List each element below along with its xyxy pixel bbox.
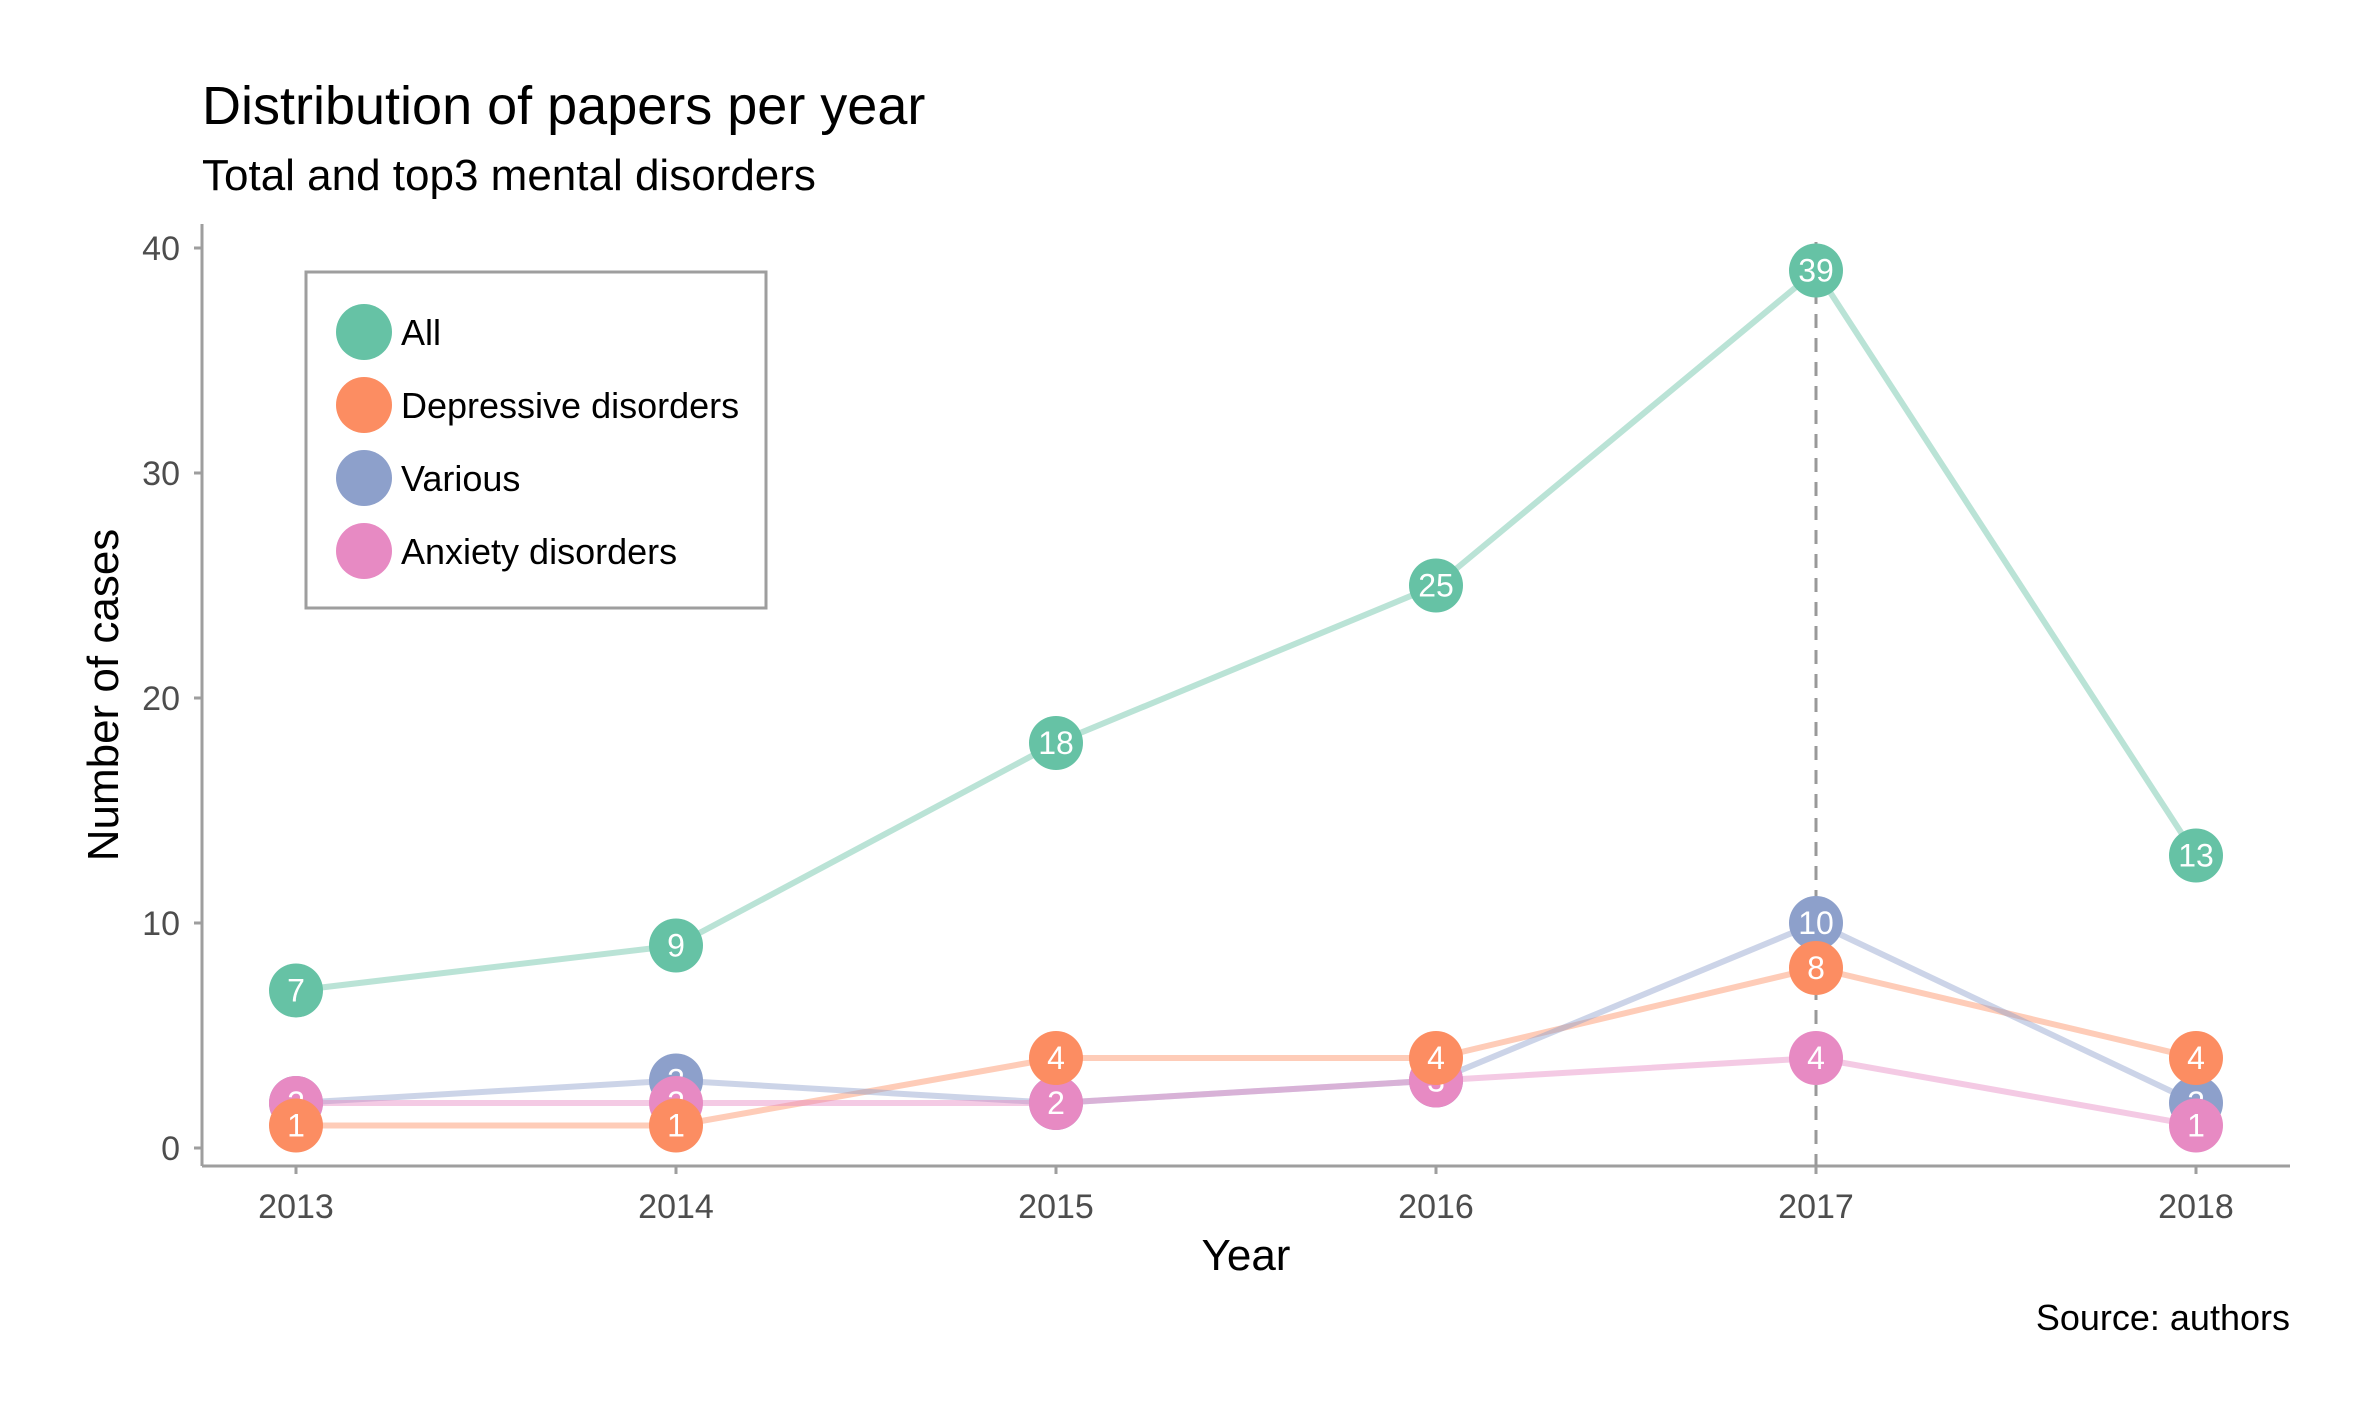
y-tick-label: 30 [142, 455, 180, 493]
x-tick-label: 2015 [1018, 1188, 1094, 1226]
series-lines [295, 267, 2199, 1129]
point-label-anxiety-disorders: 1 [2187, 1108, 2205, 1144]
legend-label-anxiety-disorders: Anxiety disorders [401, 531, 677, 572]
x-tick-label: 2017 [1778, 1188, 1854, 1226]
x-axis-title: Year [1202, 1231, 1291, 1280]
legend-marker-anxiety-disorders [336, 523, 392, 579]
point-label-depressive-disorders: 8 [1807, 950, 1825, 986]
point-all [1029, 716, 1083, 770]
point-depressive-disorders [269, 1098, 323, 1153]
axes: 0 10 20 30 40 2013 2014 2015 2016 2017 2018 [142, 224, 2290, 1226]
point-all [1409, 558, 1463, 613]
series-line-depressive-disorders [296, 965, 2197, 1129]
point-label-all: 18 [1038, 725, 1074, 761]
point-label-all: 39 [1798, 253, 1834, 289]
point-anxiety-disorders [2169, 1098, 2223, 1153]
x-tick-label: 2013 [258, 1188, 334, 1226]
y-tick-label: 10 [142, 905, 180, 943]
point-all [269, 963, 323, 1018]
point-anxiety-disorders [1789, 1031, 1843, 1085]
x-tick-label: 2018 [2158, 1188, 2234, 1226]
x-tick-label: 2016 [1398, 1188, 1474, 1226]
point-label-various: 10 [1798, 905, 1834, 941]
point-label-anxiety-disorders: 2 [1047, 1085, 1065, 1121]
point-all [2169, 828, 2223, 883]
point-all [649, 918, 703, 973]
point-label-depressive-disorders: 1 [667, 1108, 685, 1144]
point-depressive-disorders [1409, 1031, 1463, 1085]
legend-marker-all [336, 304, 392, 360]
point-depressive-disorders [2169, 1031, 2223, 1085]
point-all [1789, 243, 1843, 298]
point-label-all: 25 [1418, 568, 1454, 604]
point-label-all: 7 [287, 973, 305, 1009]
series-line-anxiety-disorders [296, 1055, 2197, 1129]
point-depressive-disorders [649, 1098, 703, 1153]
point-anxiety-disorders [1029, 1076, 1083, 1130]
chart-caption: Source: authors [2036, 1297, 2290, 1338]
point-label-all: 13 [2178, 838, 2214, 874]
chart-title: Distribution of papers per year [202, 76, 925, 136]
legend-marker-depressive-disorders [336, 377, 392, 433]
point-label-all: 9 [667, 928, 685, 964]
y-tick-label: 0 [161, 1130, 180, 1168]
point-label-anxiety-disorders: 4 [1807, 1040, 1825, 1076]
point-label-depressive-disorders: 4 [2187, 1040, 2205, 1076]
series-line-all [295, 267, 2199, 994]
series-points: 23231022223411144847918253913 [269, 243, 2223, 1153]
point-label-depressive-disorders: 4 [1427, 1040, 1445, 1076]
chart-subtitle: Total and top3 mental disorders [202, 151, 816, 200]
legend-label-all: All [401, 312, 441, 353]
point-various [1789, 896, 1843, 950]
point-depressive-disorders [1789, 941, 1843, 995]
legend-label-various: Various [401, 458, 520, 499]
legend: All Depressive disorders Various Anxiety di… [304, 270, 768, 610]
legend-label-depressive-disorders: Depressive disorders [401, 385, 739, 426]
y-tick-label: 40 [142, 230, 180, 268]
legend-marker-various [336, 450, 392, 506]
series-line-various [295, 920, 2198, 1106]
point-label-depressive-disorders: 4 [1047, 1040, 1065, 1076]
x-tick-label: 2014 [638, 1188, 714, 1226]
y-axis-title: Number of cases [79, 529, 128, 862]
y-tick-label: 20 [142, 680, 180, 718]
point-depressive-disorders [1029, 1031, 1083, 1085]
point-label-depressive-disorders: 1 [287, 1108, 305, 1144]
